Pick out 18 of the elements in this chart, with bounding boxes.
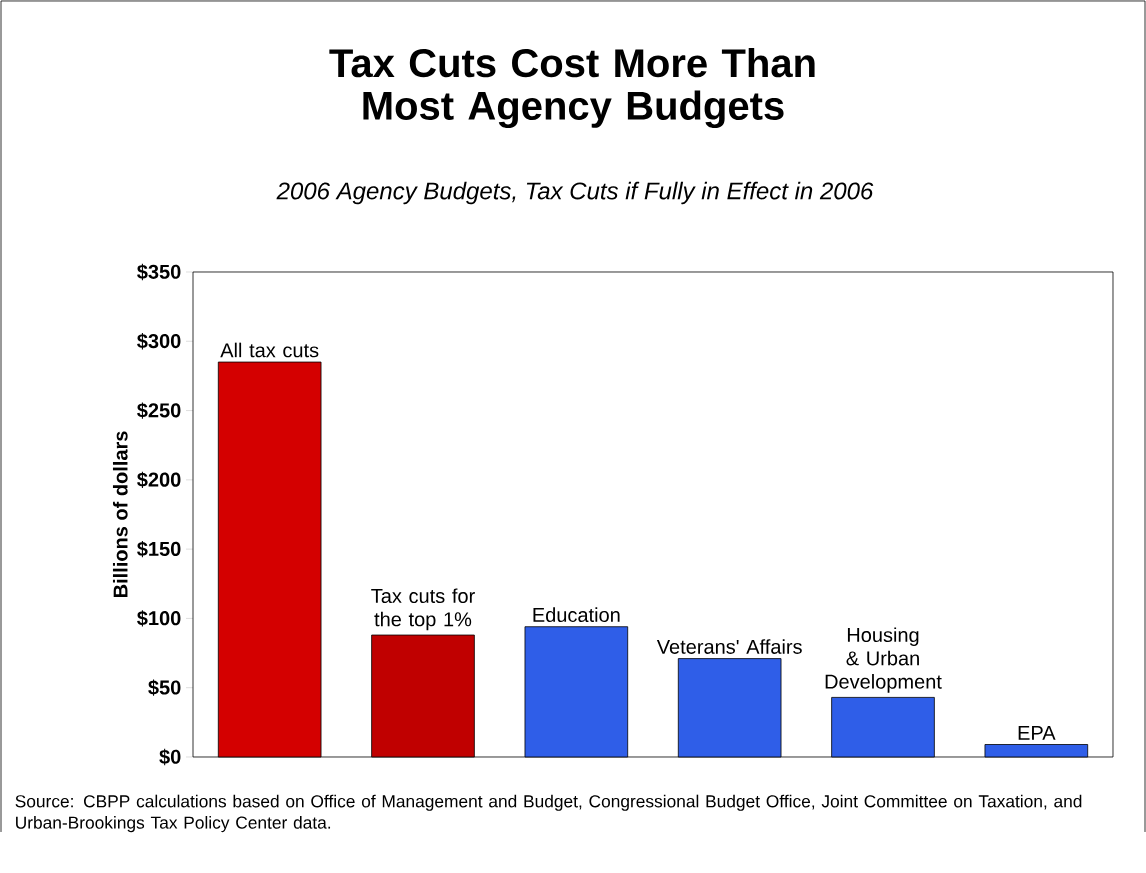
y-tick-label: $150 bbox=[137, 540, 181, 558]
y-tick-label: $300 bbox=[137, 333, 181, 350]
x-tick-label: Education bbox=[533, 607, 620, 623]
y-tick-label: $250 bbox=[137, 402, 181, 419]
y-tick-label: $50 bbox=[148, 679, 181, 696]
x-tick-label: Veterans' Affairs bbox=[656, 639, 802, 654]
y-axis-title: Billions of dollars bbox=[112, 431, 128, 598]
x-tick-label: Tax cuts for the top 1% bbox=[371, 588, 475, 631]
x-tick-label: EPA bbox=[1018, 726, 1056, 740]
x-tick-label: Housing & Urban Development bbox=[825, 627, 942, 693]
chart-subtitle: 2006 Agency Budgets, Tax Cuts if Fully in Effect in 2006 bbox=[276, 181, 874, 205]
y-tick-label: $100 bbox=[137, 610, 181, 627]
y-tick-label: $350 bbox=[137, 263, 181, 281]
y-tick-label: $200 bbox=[137, 471, 181, 489]
x-tick-label: All tax cuts bbox=[220, 342, 319, 358]
source-note: Source: CBPP calculations based on Office of Management and Budget, Congressional Budget Office, Joint Committee on Taxation, and Urban-Brookings Tax Policy Center data. bbox=[15, 794, 1082, 833]
chart-title: Tax Cuts Cost More Than Most Agency Budgets bbox=[329, 47, 815, 129]
y-tick-label: $0 bbox=[159, 748, 181, 766]
